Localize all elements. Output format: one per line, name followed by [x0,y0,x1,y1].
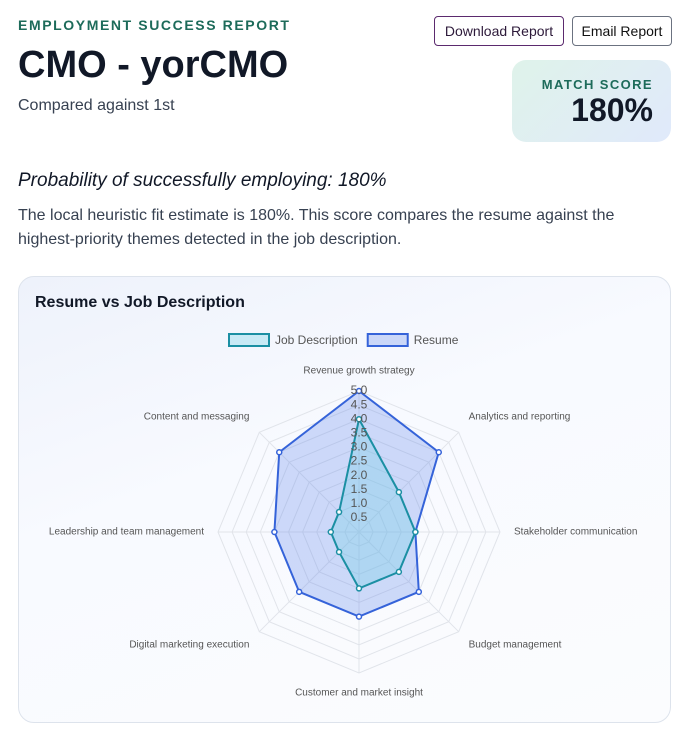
spoke [258,431,360,533]
data-point [395,488,403,496]
category-label: Stakeholder communication [514,527,637,538]
score-value: 180% [571,92,653,128]
r-tick-label: 3.5 [351,425,368,439]
data-point [435,448,443,456]
r-tick-label: 2.5 [351,454,368,468]
probability: Probability of successfully employing: 1… [18,170,387,191]
spoke [358,431,460,533]
subtitle: Compared against 1st [18,97,175,114]
download-button[interactable]: Download Report [434,16,564,46]
data-point [355,613,363,620]
data-point [271,528,278,536]
chart-title: Resume vs Job Description [35,294,245,311]
category-label: Budget management [469,640,562,651]
category-label: Analytics and reporting [469,412,571,423]
data-point [335,548,343,556]
r-tick-label: 5.0 [351,383,368,397]
chart: Resume vs Job Description 0.51.01.52.02.… [35,294,637,699]
category-label: Digital marketing execution [129,640,249,651]
data-point [335,508,343,516]
data-point [275,448,283,456]
description: The local heuristic fit estimate is 180%… [18,207,615,248]
category-label: Revenue growth strategy [303,366,414,377]
data-point [355,585,363,592]
data-point [415,588,423,596]
kicker: EMPLOYMENT SUCCESS REPORT [18,17,291,33]
r-tick-label: 1.5 [351,482,368,496]
data-point [412,528,419,536]
r-tick-label: 0.5 [351,510,368,524]
data-point [355,415,363,423]
category-label: Leadership and team management [49,527,204,538]
legend-label: Resume [414,333,459,347]
chart-card: Resume vs Job Description 0.5 1.0 1.5 2.0 2.… [18,276,671,723]
r-tick-label: 1.0 [351,496,368,510]
legend-label: Job Description [275,333,358,347]
score-label: MATCH SCORE [541,77,653,92]
page-title: CMO - yorCMO [18,44,289,86]
spoke [358,531,460,633]
data-point [395,568,403,576]
r-tick-label: 4.5 [351,397,368,411]
spoke [258,531,360,633]
category-label: Customer and market insight [295,688,423,699]
legend-swatch [228,333,270,347]
legend-swatch [366,333,409,347]
r-tick-label: 4.0 [351,411,368,425]
data-point [355,387,363,395]
email-button[interactable]: Email Report [572,16,672,46]
data-point [295,588,303,596]
r-tick-label: 2.0 [351,468,368,482]
category-label: Content and messaging [144,412,250,423]
r-tick-label: 3.0 [351,440,368,454]
score-box: MATCH SCORE 180% [512,60,671,142]
data-point [327,528,335,536]
